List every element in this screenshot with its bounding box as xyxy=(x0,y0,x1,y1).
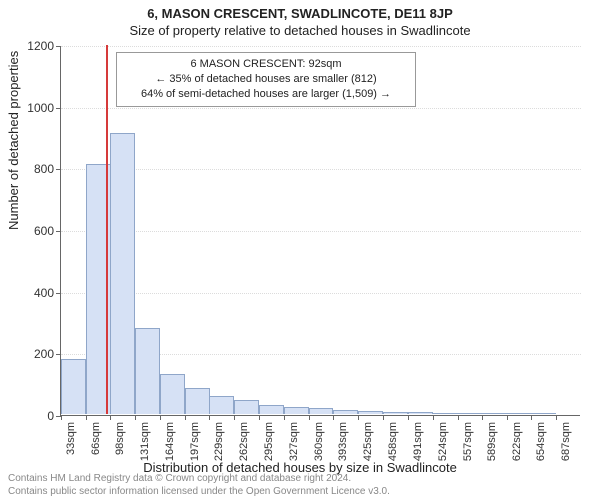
xtick-label: 164sqm xyxy=(164,422,176,461)
xtick-label: 98sqm xyxy=(114,422,126,455)
footer-attribution: Contains HM Land Registry data © Crown c… xyxy=(8,473,390,498)
xtick-label: 654sqm xyxy=(535,422,547,461)
xtick-mark xyxy=(458,415,459,420)
xtick-mark xyxy=(284,415,285,420)
xtick-label: 491sqm xyxy=(412,422,424,461)
ytick-label: 1000 xyxy=(0,101,54,115)
xtick-mark xyxy=(507,415,508,420)
xtick-mark xyxy=(185,415,186,420)
xtick-mark xyxy=(556,415,557,420)
ytick-mark xyxy=(56,354,61,355)
xtick-label: 66sqm xyxy=(90,422,102,455)
xtick-label: 229sqm xyxy=(213,422,225,461)
gridline xyxy=(61,169,581,170)
xtick-label: 589sqm xyxy=(486,422,498,461)
histogram-bar xyxy=(433,413,458,414)
ytick-label: 800 xyxy=(0,162,54,176)
histogram-bar xyxy=(309,408,334,414)
xtick-mark xyxy=(358,415,359,420)
xtick-label: 557sqm xyxy=(462,422,474,461)
histogram-bar xyxy=(333,410,358,414)
gridline xyxy=(61,231,581,232)
gridline xyxy=(61,293,581,294)
xtick-mark xyxy=(110,415,111,420)
chart-title: 6, MASON CRESCENT, SWADLINCOTE, DE11 8JP xyxy=(0,0,600,21)
annotation-line-3: 64% of semi-detached houses are larger (… xyxy=(125,87,407,102)
ytick-label: 200 xyxy=(0,347,54,361)
xtick-mark xyxy=(234,415,235,420)
histogram-bar xyxy=(284,407,309,414)
histogram-bar xyxy=(458,413,483,414)
histogram-bar xyxy=(259,405,284,414)
y-axis-label: Number of detached properties xyxy=(6,51,21,230)
histogram-bar xyxy=(135,328,160,414)
chart-area: 02004006008001000120033sqm66sqm98sqm131s… xyxy=(60,46,580,416)
histogram-bar xyxy=(408,412,433,414)
xtick-label: 425sqm xyxy=(362,422,374,461)
xtick-label: 295sqm xyxy=(263,422,275,461)
histogram-bar xyxy=(482,413,507,414)
xtick-label: 524sqm xyxy=(437,422,449,461)
xtick-label: 262sqm xyxy=(238,422,250,461)
xtick-mark xyxy=(209,415,210,420)
property-marker-line xyxy=(106,45,108,414)
histogram-bar xyxy=(234,400,259,414)
annotation-line-1: 6 MASON CRESCENT: 92sqm xyxy=(125,57,407,72)
xtick-mark xyxy=(408,415,409,420)
xtick-label: 622sqm xyxy=(511,422,523,461)
histogram-bar xyxy=(185,388,210,414)
xtick-label: 458sqm xyxy=(387,422,399,461)
xtick-mark xyxy=(309,415,310,420)
ytick-label: 400 xyxy=(0,286,54,300)
histogram-bar xyxy=(383,412,408,414)
xtick-label: 197sqm xyxy=(189,422,201,461)
ytick-mark xyxy=(56,108,61,109)
ytick-label: 600 xyxy=(0,224,54,238)
annotation-line-2: ← 35% of detached houses are smaller (81… xyxy=(125,72,407,87)
xtick-label: 687sqm xyxy=(560,422,572,461)
xtick-label: 327sqm xyxy=(288,422,300,461)
xtick-mark xyxy=(482,415,483,420)
xtick-mark xyxy=(61,415,62,420)
gridline xyxy=(61,46,581,47)
ytick-mark xyxy=(56,293,61,294)
histogram-bar xyxy=(358,411,383,414)
footer-line-1: Contains HM Land Registry data © Crown c… xyxy=(8,473,390,486)
xtick-label: 393sqm xyxy=(337,422,349,461)
xtick-label: 360sqm xyxy=(313,422,325,461)
ytick-mark xyxy=(56,231,61,232)
ytick-mark xyxy=(56,169,61,170)
annotation-box: 6 MASON CRESCENT: 92sqm ← 35% of detache… xyxy=(116,52,416,107)
chart-container: 6, MASON CRESCENT, SWADLINCOTE, DE11 8JP… xyxy=(0,0,600,500)
histogram-bar xyxy=(160,374,185,414)
xtick-mark xyxy=(433,415,434,420)
xtick-label: 33sqm xyxy=(65,422,77,455)
xtick-mark xyxy=(259,415,260,420)
histogram-bar xyxy=(507,413,532,414)
xtick-label: 131sqm xyxy=(139,422,151,461)
xtick-mark xyxy=(531,415,532,420)
xtick-mark xyxy=(135,415,136,420)
histogram-bar xyxy=(61,359,86,415)
histogram-bar xyxy=(110,133,135,414)
ytick-label: 0 xyxy=(0,409,54,423)
gridline xyxy=(61,108,581,109)
xtick-mark xyxy=(160,415,161,420)
histogram-bar xyxy=(209,396,234,415)
histogram-bar xyxy=(531,413,556,414)
chart-subtitle: Size of property relative to detached ho… xyxy=(0,21,600,38)
xtick-mark xyxy=(383,415,384,420)
ytick-label: 1200 xyxy=(0,39,54,53)
footer-line-2: Contains public sector information licen… xyxy=(8,486,390,499)
ytick-mark xyxy=(56,46,61,47)
xtick-mark xyxy=(86,415,87,420)
xtick-mark xyxy=(333,415,334,420)
